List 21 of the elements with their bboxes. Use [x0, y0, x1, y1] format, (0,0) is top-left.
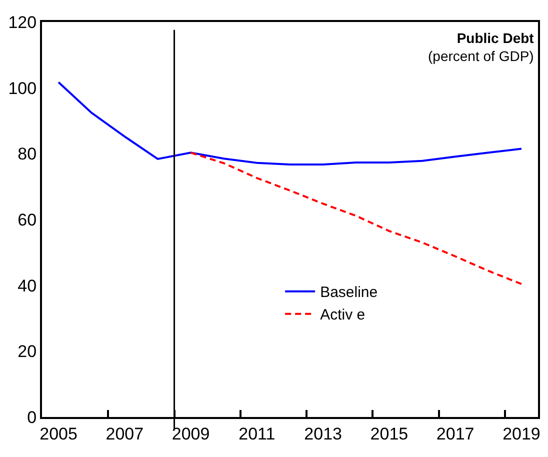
x-tick-label: 2015 — [370, 424, 408, 444]
legend-label: Activ e — [320, 306, 366, 324]
legend-label: Baseline — [320, 284, 378, 302]
y-tick-label: 100 — [8, 78, 37, 98]
y-tick-label: 80 — [18, 144, 37, 164]
x-tick-label: 2011 — [238, 424, 276, 444]
x-tick-label: 2009 — [172, 424, 210, 444]
x-tick-label: 2005 — [40, 424, 78, 444]
text: Public Debt — [456, 30, 534, 46]
line-series — [190, 152, 522, 286]
x-tick-label: 2019 — [502, 424, 540, 444]
x-tick-label: 2017 — [436, 424, 474, 444]
line-series — [58, 81, 522, 166]
y-tick-label: 60 — [18, 210, 37, 230]
y-tick-label: 20 — [18, 342, 37, 362]
text: (percent of GDP) — [428, 48, 534, 64]
x-tick-label: 2013 — [304, 424, 342, 444]
y-tick-label: 120 — [8, 12, 37, 32]
y-tick-label: 40 — [18, 276, 37, 296]
x-tick-label: 2007 — [106, 424, 144, 444]
y-tick-label: 0 — [27, 408, 37, 427]
